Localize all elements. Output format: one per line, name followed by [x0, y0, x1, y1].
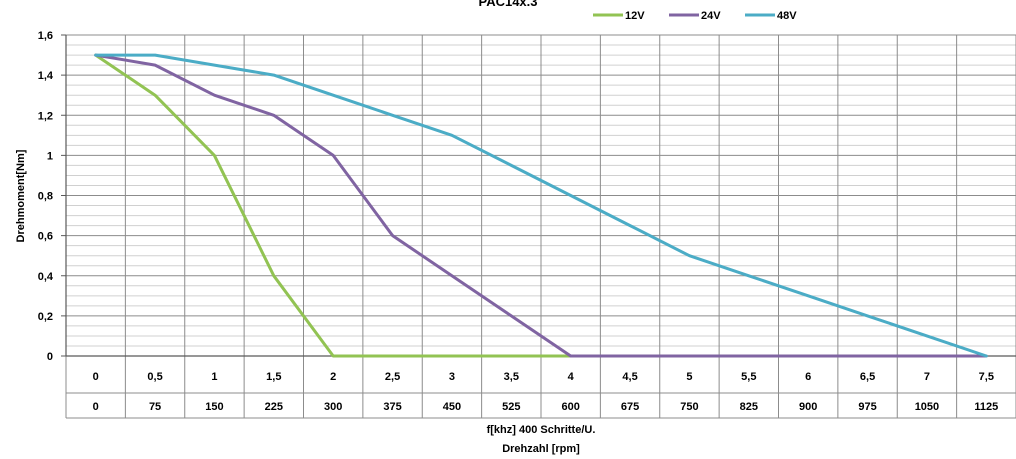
y-tick-label: 0,4: [38, 271, 54, 283]
x-tick-label-khz: 2: [330, 371, 336, 383]
legend-label-48v: 48V: [777, 10, 797, 22]
legend: 12V 24V 48V: [593, 10, 797, 22]
legend-label-12v: 12V: [625, 10, 645, 22]
x-tick-label-khz: 6,5: [860, 371, 875, 383]
x-tick-label-rpm: 150: [205, 401, 223, 413]
x-tick-label-khz: 7,5: [979, 371, 994, 383]
x-tick-label-khz: 3: [449, 371, 455, 383]
series-lines: [94, 53, 988, 358]
x-tick-label-rpm: 900: [799, 401, 817, 413]
x-tick-label-khz: 1: [211, 371, 217, 383]
y-tick-label: 0: [47, 351, 53, 363]
x-tick-label-khz: 2,5: [385, 371, 400, 383]
x-tick-label-khz: 7: [924, 371, 930, 383]
series-line-48v: [94, 53, 988, 358]
x-tick-label-khz: 1,5: [266, 371, 281, 383]
x-tick-label-rpm: 675: [621, 401, 639, 413]
x-tick-label-khz: 5: [686, 371, 692, 383]
y-tick-label: 1: [47, 150, 53, 162]
x-axis-table: 0 0,5 1 1,5 2 2,5 3 3,5 4 4,5 5 5,5 6 6,5 7 7,5 0 75 150 22…: [66, 371, 1016, 419]
x-tick-label-khz: 4,5: [622, 371, 637, 383]
y-tick-label: 0,2: [38, 311, 53, 323]
x-tick-label-khz: 3,5: [504, 371, 519, 383]
x-tick-label-rpm: 1125: [974, 401, 998, 413]
y-axis-title: Drehmoment[Nm]: [15, 149, 27, 242]
x-tick-label-khz: 0,5: [147, 371, 162, 383]
grid: [61, 34, 1016, 418]
y-tick-label: 0,8: [38, 191, 53, 203]
y-axis-ticks: 0 0,2 0,4 0,6 0,8 1 1,2 1,4 1,6: [38, 30, 54, 363]
x-tick-label-rpm: 75: [149, 401, 161, 413]
y-tick-label: 1,6: [38, 30, 53, 42]
series-line-12v: [94, 53, 573, 358]
y-tick-label: 1,4: [38, 70, 54, 82]
x-tick-label-khz: 4: [568, 371, 575, 383]
x-tick-label-khz: 0: [93, 371, 99, 383]
chart-title: PAC14x.3: [478, 0, 537, 9]
x-tick-label-rpm: 525: [502, 401, 520, 413]
series-line-24v: [94, 53, 988, 358]
x-tick-label-rpm: 0: [93, 401, 99, 413]
x-tick-label-rpm: 225: [265, 401, 283, 413]
x-tick-label-khz: 5,5: [741, 371, 756, 383]
x-tick-label-rpm: 1050: [915, 401, 939, 413]
x-tick-label-rpm: 975: [858, 401, 876, 413]
y-tick-label: 0,6: [38, 231, 53, 243]
y-tick-label: 1,2: [38, 110, 53, 122]
x-axis-title-rpm: Drehzahl [rpm]: [502, 443, 580, 455]
x-tick-label-rpm: 300: [324, 401, 342, 413]
x-axis-title: f[khz] 400 Schritte/U.: [487, 424, 596, 436]
x-tick-label-rpm: 750: [680, 401, 698, 413]
x-tick-label-rpm: 375: [383, 401, 401, 413]
legend-label-24v: 24V: [701, 10, 721, 22]
x-tick-label-rpm: 600: [562, 401, 580, 413]
x-tick-label-rpm: 825: [740, 401, 758, 413]
x-tick-label-khz: 6: [805, 371, 811, 383]
x-tick-label-rpm: 450: [443, 401, 461, 413]
